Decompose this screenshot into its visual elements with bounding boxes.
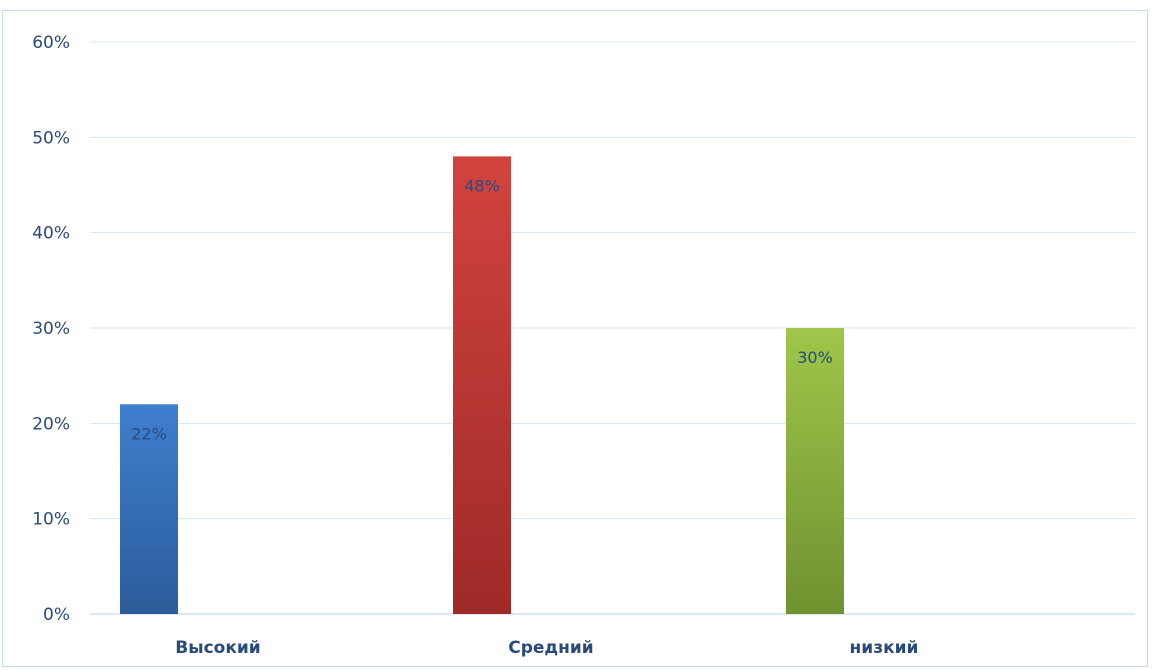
y-axis-ticks: 0% 10% 20% 30% 40% 50% 60% <box>32 33 70 625</box>
y-tick-label: 50% <box>32 128 70 148</box>
bar <box>786 328 844 614</box>
category-label: Высокий <box>175 638 260 658</box>
y-tick-label: 20% <box>32 414 70 434</box>
y-tick-label: 40% <box>32 224 70 244</box>
bar-value-label: 48% <box>464 176 500 195</box>
chart-frame <box>2 10 1148 667</box>
bars <box>120 156 844 614</box>
bar-value-label: 30% <box>797 348 833 367</box>
y-tick-label: 60% <box>32 33 70 53</box>
category-labels: Высокий Средний низкий <box>175 638 918 658</box>
category-label: низкий <box>850 638 919 658</box>
gridlines <box>90 41 1135 615</box>
bar-value-label: 22% <box>131 424 167 443</box>
category-label: Средний <box>508 638 593 658</box>
y-tick-label: 0% <box>43 605 70 625</box>
y-tick-label: 10% <box>32 510 70 530</box>
bar <box>453 156 511 614</box>
y-tick-label: 30% <box>32 319 70 339</box>
data-labels: 22% 48% 30% <box>131 176 833 443</box>
bar <box>120 404 178 614</box>
